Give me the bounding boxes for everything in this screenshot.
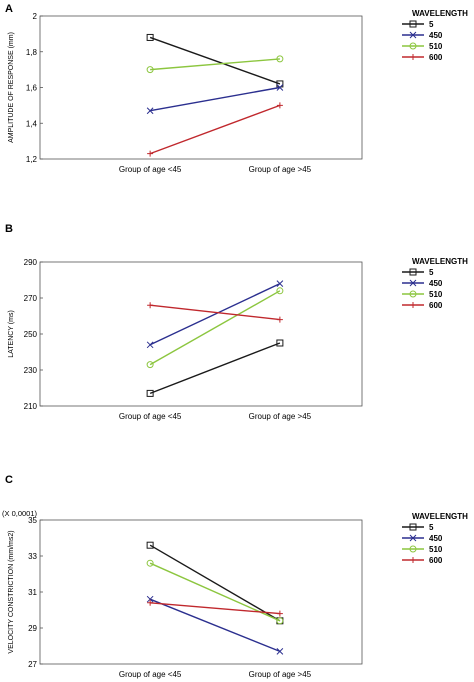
legend-marker-450 — [409, 279, 417, 287]
y-tick-label: 1,4 — [26, 119, 38, 128]
data-point-450 — [146, 107, 154, 115]
y-tick-label: 250 — [24, 330, 38, 339]
data-point-510 — [276, 617, 284, 625]
panel-label: B — [5, 223, 13, 235]
series-line-5 — [149, 36, 281, 85]
legend-label: 510 — [429, 545, 443, 554]
series-line-510 — [149, 290, 281, 366]
legend-marker-450 — [409, 31, 417, 39]
series-line-600 — [150, 602, 280, 615]
y-axis-label: VELOCITY CONSTRICTION (mm/ms2) — [8, 530, 15, 653]
y-tick-label: 31 — [28, 588, 37, 597]
data-point-510 — [276, 287, 284, 295]
series-line-450 — [149, 598, 281, 653]
series-line-450 — [150, 86, 281, 112]
data-point-600 — [147, 599, 154, 606]
legend-title: WAVELENGTH — [412, 512, 468, 521]
y-tick-label: 29 — [28, 624, 37, 633]
chart-panel-c: C 27 29 31 33 35 Group of age <45 Group of age … — [2, 474, 468, 679]
panel-label: A — [5, 3, 13, 15]
legend-marker-5 — [409, 20, 417, 28]
y-axis-label: LATENCY (ms) — [8, 310, 15, 358]
legend-marker-510 — [409, 290, 417, 298]
legend-marker-600 — [410, 54, 416, 60]
data-point-5 — [276, 339, 284, 347]
legend-label: 450 — [429, 279, 443, 288]
data-point-5 — [146, 389, 154, 397]
x-tick-label: Group of age >45 — [249, 412, 312, 421]
legend-label: 510 — [429, 290, 443, 299]
y-tick-label: 290 — [24, 258, 38, 267]
data-point-600 — [276, 102, 283, 109]
x-tick-label: Group of age <45 — [119, 165, 182, 174]
legend-label: 5 — [429, 20, 434, 29]
x-tick-label: Group of age >45 — [249, 670, 312, 679]
series-line-600 — [150, 304, 280, 321]
data-point-450 — [276, 280, 284, 287]
chart-panel-a: A 1,2 1,4 1,6 1,8 2 Group of age <45 Group of a… — [5, 3, 468, 174]
series-line-5 — [149, 544, 281, 622]
data-point-450 — [276, 84, 284, 91]
y-tick-label: 1,8 — [26, 48, 38, 57]
legend-marker-600 — [410, 302, 416, 308]
y-tick-label: 27 — [28, 660, 37, 669]
y-tick-label: 270 — [24, 294, 38, 303]
series-line-510 — [150, 58, 280, 71]
plot-frame — [39, 15, 363, 160]
data-point-600 — [147, 302, 154, 309]
legend-marker-510 — [409, 42, 417, 50]
data-point-510 — [146, 66, 154, 74]
data-point-600 — [147, 150, 154, 157]
data-point-450 — [146, 595, 154, 603]
legend-marker-450 — [409, 534, 417, 542]
data-point-5 — [146, 33, 154, 41]
legend-label: 600 — [429, 301, 443, 310]
legend-marker-5 — [409, 268, 417, 276]
legend-marker-600 — [410, 557, 416, 563]
x-tick-label: Group of age >45 — [249, 165, 312, 174]
legend-label: 5 — [429, 523, 434, 532]
legend-marker-510 — [409, 545, 417, 553]
data-point-510 — [276, 55, 284, 63]
data-point-600 — [276, 610, 283, 617]
y-tick-label: 230 — [24, 366, 38, 375]
data-point-510 — [146, 361, 154, 369]
legend-label: 600 — [429, 556, 443, 565]
plot-frame — [39, 519, 363, 665]
legend-title: WAVELENGTH — [412, 257, 468, 266]
legend-marker-5 — [409, 523, 417, 531]
plot-frame — [39, 261, 363, 407]
data-point-510 — [146, 559, 154, 567]
chart-panel-b: B 210 230 250 270 290 Group of age <45 Group of… — [5, 223, 468, 421]
y-tick-label: 33 — [28, 552, 37, 561]
x-tick-label: Group of age <45 — [119, 412, 182, 421]
data-point-600 — [276, 316, 283, 323]
data-point-450 — [276, 648, 284, 655]
legend-label: 450 — [429, 31, 443, 40]
y-axis-label: AMPLITUDE OF RESPONSE (mm) — [8, 32, 15, 143]
y-tick-label: 35 — [28, 516, 37, 525]
panel-label: C — [5, 474, 13, 486]
legend-label: 510 — [429, 42, 443, 51]
y-tick-label: 2 — [33, 12, 38, 21]
y-tick-label: 1,2 — [26, 155, 38, 164]
data-point-5 — [146, 541, 154, 549]
series-line-600 — [149, 104, 281, 155]
series-line-5 — [149, 342, 281, 395]
legend-label: 450 — [429, 534, 443, 543]
data-point-450 — [146, 341, 154, 349]
y-tick-label: 210 — [24, 402, 38, 411]
y-scale-note: (X 0,0001) — [2, 509, 38, 518]
legend-label: 5 — [429, 268, 434, 277]
legend-label: 600 — [429, 53, 443, 62]
x-tick-label: Group of age <45 — [119, 670, 182, 679]
legend-title: WAVELENGTH — [412, 9, 468, 18]
y-tick-label: 1,6 — [26, 84, 38, 93]
series-line-450 — [149, 282, 281, 346]
